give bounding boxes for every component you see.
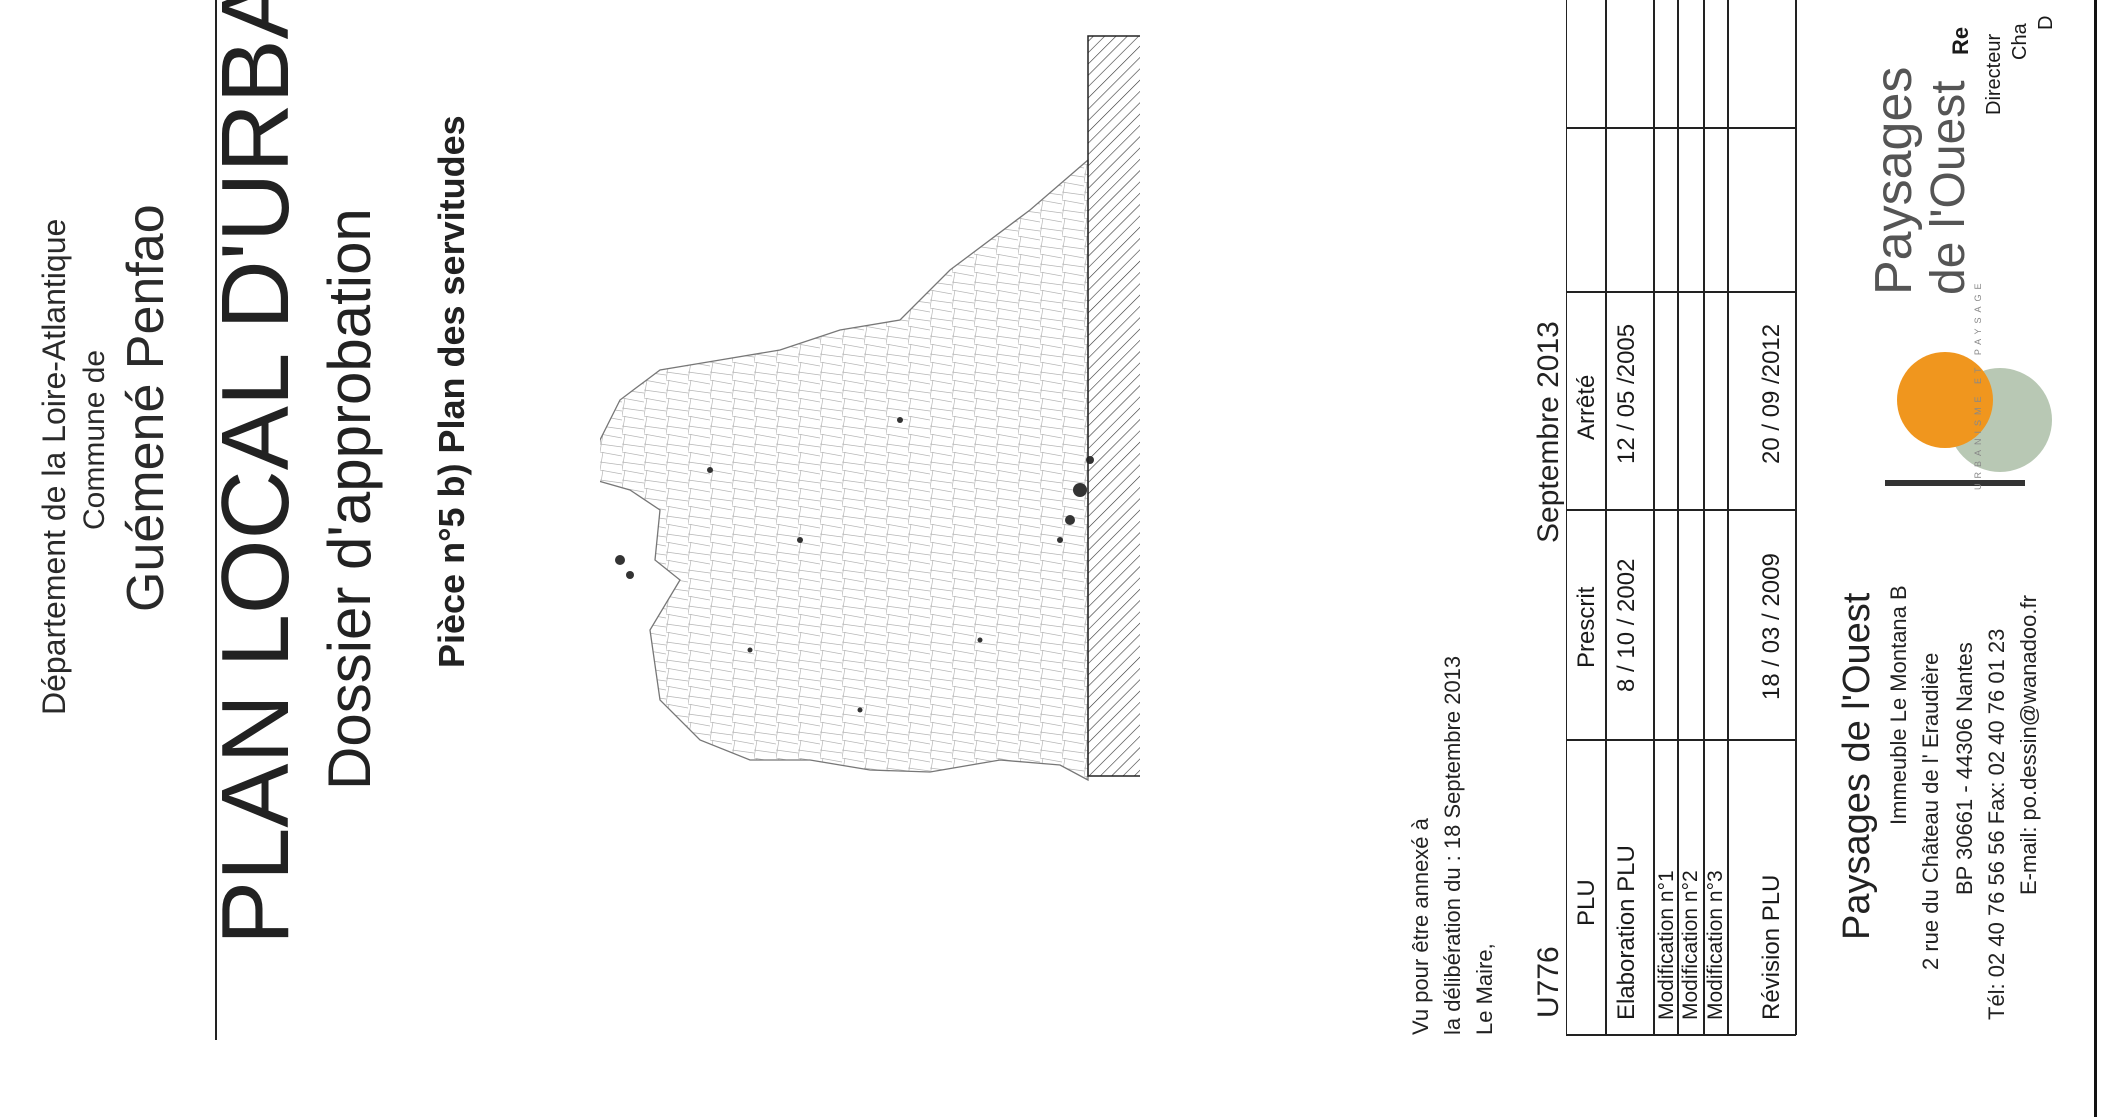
- row-modification-3-label: Modification n°3: [1705, 870, 1726, 1020]
- row-elaboration-arrete: 12 / 05 /2005: [1615, 324, 1639, 464]
- company-email: E-mail: po.dessin@wanadoo.fr: [2018, 595, 2040, 895]
- row-elaboration-label: Elaboration PLU: [1615, 845, 1639, 1020]
- commune-map: [600, 20, 1140, 790]
- company-phone: Tél: 02 40 76 56 56 Fax: 02 40 76 01 23: [1986, 629, 2008, 1020]
- paysages-ouest-logo: [1885, 310, 2055, 490]
- commune-name: Guémené Penfao: [120, 204, 172, 612]
- project-code: U776: [1534, 946, 1564, 1018]
- table-header-plu: PLU: [1575, 879, 1599, 926]
- right-border-line: [2094, 0, 2097, 1117]
- company-address2: 2 rue du Château de l' Eraudière: [1920, 653, 1942, 970]
- company-address1: Immeuble Le Montana B: [1888, 585, 1910, 825]
- company-name: Paysages de l'Ouest: [1838, 593, 1876, 940]
- right-partial-line2: Directeur: [1984, 34, 2004, 115]
- annex-line2: la délibération du : 18 Septembre 2013: [1442, 656, 1464, 1035]
- right-partial-line4: D: [2036, 16, 2056, 30]
- annex-line1: Vu pour être annexé à: [1410, 818, 1432, 1035]
- logo-word-paysages: Paysages: [1868, 67, 1920, 295]
- row-revision-prescrit: 18 / 03 / 2009: [1760, 553, 1784, 700]
- row-revision-label: Révision PLU: [1760, 875, 1784, 1020]
- annex-line3: Le Maire,: [1474, 943, 1496, 1035]
- main-title: PLAN LOCAL D'URBANIS: [208, 0, 304, 945]
- row-elaboration-prescrit: 8 / 10 / 2002: [1615, 559, 1639, 692]
- department-label: Département de la Loire-Atlantique: [38, 219, 70, 715]
- table-header-arrete: Arrêté: [1575, 375, 1599, 440]
- logo-word-ouest: de l'Ouest: [1925, 80, 1973, 295]
- commune-label: Commune de: [80, 350, 110, 530]
- company-address3: BP 30661 - 44306 Nantes: [1954, 642, 1976, 895]
- row-revision-arrete: 20 / 09 /2012: [1760, 324, 1784, 464]
- row-modification-2-label: Modification n°2: [1680, 870, 1701, 1020]
- date-label: Septembre 2013: [1534, 321, 1564, 543]
- logo-tagline: URBANISME ET PAYSAGE: [1974, 278, 1983, 490]
- table-header-prescrit: Prescrit: [1575, 587, 1599, 668]
- commune-outline: [600, 160, 1088, 780]
- row-modification-1-label: Modification n°1: [1656, 870, 1677, 1020]
- hatched-zone: [1088, 36, 1140, 776]
- right-partial-line3: Cha: [2010, 23, 2030, 60]
- piece-title: Pièce n°5 b) Plan des servitudes: [434, 115, 470, 668]
- right-partial-line1: Re: [1950, 27, 1972, 55]
- subtitle: Dossier d'approbation: [320, 208, 380, 790]
